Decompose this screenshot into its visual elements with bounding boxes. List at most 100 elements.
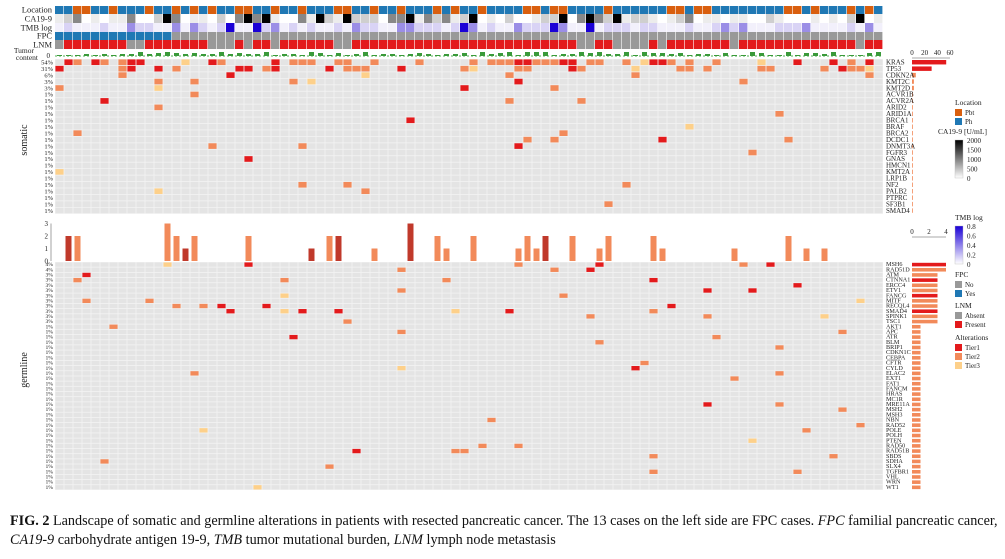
matrix-cell [235, 136, 244, 143]
matrix-cell [253, 143, 262, 149]
matrix-cell [856, 262, 865, 267]
matrix-cell [703, 130, 712, 136]
matrix-cell [127, 309, 136, 314]
matrix-cell [541, 130, 550, 136]
matrix-cell [802, 288, 811, 293]
matrix-cell [370, 324, 379, 329]
matrix-cell [658, 277, 667, 283]
matrix-cell [163, 175, 172, 182]
matrix-cell [325, 85, 334, 91]
matrix-cell [577, 130, 586, 136]
matrix-cell [667, 104, 676, 111]
matrix-cell [82, 123, 91, 130]
matrix-cell [298, 267, 307, 272]
matrix-cell [316, 303, 325, 309]
matrix-cell [289, 329, 298, 335]
matrix-cell [577, 324, 586, 329]
matrix-cell [676, 262, 685, 267]
matrix-cell [847, 319, 856, 324]
matrix-cell [280, 65, 289, 72]
matrix-cell [487, 355, 496, 361]
matrix-cell [802, 262, 811, 267]
matrix-cell [712, 143, 721, 149]
matrix-cell [226, 371, 235, 376]
matrix-cell [388, 111, 397, 117]
matrix-cell [577, 201, 586, 207]
matrix-cell [64, 371, 73, 376]
matrix-cell [469, 293, 478, 298]
matrix-cell [469, 169, 478, 175]
matrix-cell [109, 156, 118, 162]
matrix-cell [658, 376, 667, 381]
matrix-cell [685, 194, 694, 201]
matrix-cell [559, 345, 568, 350]
matrix-cell [262, 104, 271, 111]
matrix-cell [163, 65, 172, 72]
matrix-cell [613, 175, 622, 182]
matrix-cell [100, 371, 109, 376]
matrix-cell [469, 288, 478, 293]
matrix-cell [307, 188, 316, 195]
matrix-cell [289, 188, 298, 195]
matrix-cell [739, 130, 748, 136]
matrix-cell [532, 314, 541, 319]
matrix-cell [775, 188, 784, 195]
matrix-cell [802, 293, 811, 298]
matrix-cell [820, 65, 829, 72]
matrix-cell [496, 201, 505, 207]
location-cell [217, 6, 226, 14]
matrix-cell [55, 267, 64, 272]
matrix-cell [64, 303, 73, 309]
matrix-cell [55, 355, 64, 361]
matrix-cell [145, 355, 154, 361]
matrix-cell [676, 162, 685, 169]
matrix-cell [415, 169, 424, 175]
tmb-cell [352, 23, 361, 32]
ca199-cell [226, 14, 235, 23]
matrix-cell [109, 376, 118, 381]
matrix-cell [109, 188, 118, 195]
matrix-cell [64, 277, 73, 283]
matrix-cell [415, 201, 424, 207]
matrix-cell [676, 381, 685, 386]
matrix-cell [775, 298, 784, 304]
location-cell [145, 6, 154, 14]
matrix-cell [343, 366, 352, 371]
matrix-cell [559, 303, 568, 309]
matrix-cell [676, 65, 685, 72]
matrix-cell [397, 355, 406, 361]
matrix-cell [820, 156, 829, 162]
matrix-cell [811, 283, 820, 288]
matrix-cell [271, 175, 280, 182]
matrix-cell [217, 104, 226, 111]
matrix-cell [703, 371, 712, 376]
matrix-cell [757, 72, 766, 78]
matrix-cell [442, 355, 451, 361]
tmb-cell [199, 23, 208, 32]
matrix-cell [676, 293, 685, 298]
matrix-cell [289, 194, 298, 201]
tmb-cell [847, 23, 856, 32]
matrix-cell [541, 303, 550, 309]
ca199-cell [595, 14, 604, 23]
matrix-cell [64, 65, 73, 72]
matrix-cell [361, 355, 370, 361]
matrix-cell [199, 314, 208, 319]
lnm-cell [91, 40, 100, 49]
ca199-cell [676, 14, 685, 23]
matrix-cell [856, 162, 865, 169]
matrix-cell [694, 324, 703, 329]
matrix-cell [829, 319, 838, 324]
matrix-cell [703, 156, 712, 162]
matrix-cell [181, 175, 190, 182]
matrix-cell [712, 156, 721, 162]
matrix-cell [424, 98, 433, 104]
fpc-cell [685, 32, 694, 40]
matrix-cell [379, 104, 388, 111]
fpc-cell [190, 32, 199, 40]
matrix-cell [64, 59, 73, 66]
matrix-cell [352, 324, 361, 329]
matrix-cell [766, 303, 775, 309]
matrix-cell [820, 355, 829, 361]
matrix-cell [469, 277, 478, 283]
